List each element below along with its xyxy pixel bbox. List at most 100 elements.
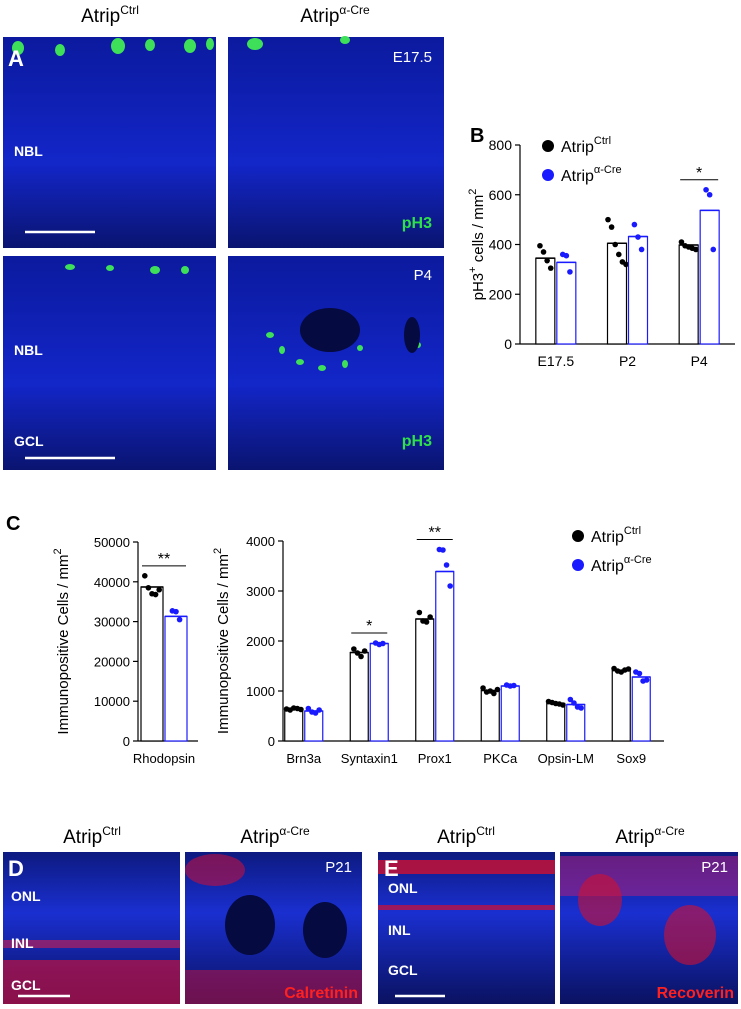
legend-sup: Ctrl <box>594 135 611 147</box>
legend-name: Atrip <box>561 168 594 185</box>
column-title: AtripCtrl <box>81 3 139 27</box>
x-tick-label: Syntaxin1 <box>341 751 398 766</box>
data-point <box>480 685 486 691</box>
data-point <box>563 252 570 259</box>
layer-label: INL <box>388 922 411 938</box>
micrograph <box>228 256 444 470</box>
y-axis-label-part: Immunopositive Cells / mm <box>215 554 232 734</box>
y-axis-label-sup: + <box>467 266 479 272</box>
y-tick-label: 10000 <box>94 694 130 709</box>
layer-label: INL <box>11 935 34 951</box>
bar <box>140 586 164 742</box>
column-title: AtripCtrl <box>437 824 495 848</box>
layer-label: GCL <box>14 433 44 449</box>
bar <box>349 651 369 742</box>
y-axis-label: Immunopositive Cells / mm2 <box>212 548 232 734</box>
x-tick-label: E17.5 <box>538 353 575 369</box>
y-tick-label: 50000 <box>94 535 130 550</box>
data-point <box>361 648 368 654</box>
legend-marker <box>542 169 554 181</box>
data-point <box>567 269 573 275</box>
x-tick-label: Sox9 <box>616 751 646 766</box>
layer-label: NBL <box>14 143 43 159</box>
column-title: Atripα-Cre <box>240 824 310 848</box>
stain-signal <box>578 874 622 926</box>
rosette <box>404 317 420 353</box>
data-point <box>616 251 622 258</box>
data-point <box>567 696 574 703</box>
data-point <box>380 640 386 647</box>
y-tick-label: 0 <box>123 734 130 749</box>
y-tick-label: 30000 <box>94 615 130 630</box>
y-tick-label: 3000 <box>246 584 275 599</box>
panel-e: AtripCtrl Atripα-Cre E P21 ONL INL GCL R… <box>378 824 738 1004</box>
data-point <box>511 682 517 689</box>
data-point <box>173 608 179 615</box>
y-tick-label: 2000 <box>246 634 275 649</box>
data-point <box>710 246 717 253</box>
micrograph <box>228 37 444 248</box>
stage-label: E17.5 <box>393 49 432 66</box>
legend-marker <box>572 530 584 542</box>
x-tick-label: Opsin-LM <box>538 751 594 766</box>
y-axis-label: pH3+ cells / mm2 <box>467 189 487 301</box>
rosette <box>303 902 347 958</box>
x-tick-label: P2 <box>619 353 636 369</box>
data-point <box>491 690 497 697</box>
stain-label: Recoverin <box>657 985 734 1002</box>
y-tick-label: 200 <box>489 286 513 302</box>
rosette <box>225 895 275 955</box>
bar <box>606 242 628 345</box>
legend-name: Atrip <box>591 558 624 575</box>
data-point <box>358 653 364 660</box>
data-point <box>423 619 430 625</box>
y-tick-label: 40000 <box>94 575 130 590</box>
data-point <box>578 705 584 711</box>
data-point <box>706 191 713 198</box>
x-tick-label: PKCa <box>483 751 518 766</box>
bar <box>678 244 699 345</box>
data-point <box>623 261 629 268</box>
bar <box>480 689 500 742</box>
column-title: Atripα-Cre <box>300 3 370 27</box>
data-point <box>638 246 645 253</box>
significance-label: ** <box>429 525 441 542</box>
bar <box>631 676 651 742</box>
legend-label: AtripCtrl <box>561 135 611 156</box>
data-point <box>427 614 433 620</box>
y-axis-label-sup: 2 <box>212 548 224 554</box>
data-point <box>631 221 638 228</box>
legend-marker <box>542 140 554 152</box>
layer-label: NBL <box>14 342 43 358</box>
data-point <box>494 686 501 693</box>
bar <box>304 710 324 742</box>
stain-label: Calretinin <box>284 985 358 1002</box>
data-point <box>635 234 641 240</box>
data-point <box>608 224 615 230</box>
x-tick-label: P4 <box>691 353 708 369</box>
data-point <box>305 705 312 712</box>
data-point <box>351 646 357 652</box>
y-axis-label-part: Immunopositive Cells / mm <box>55 555 72 735</box>
micrograph <box>3 256 216 470</box>
bar <box>415 618 435 742</box>
bar <box>369 642 389 742</box>
bar <box>627 235 649 345</box>
data-point <box>316 707 322 713</box>
panel-a: AtripCtrl Atripα-Cre A E17.5 P4 NBL NBL … <box>3 3 444 470</box>
panel-d: AtripCtrl Atripα-Cre D P21 ONL INL GCL C… <box>3 824 362 1004</box>
legend-name: Atrip <box>561 139 594 156</box>
panel-letter: E <box>384 856 399 881</box>
x-tick-label: Prox1 <box>418 751 452 766</box>
column-title: Atripα-Cre <box>615 824 685 848</box>
bar <box>164 615 188 742</box>
stain-label: pH3 <box>402 215 432 232</box>
data-point <box>142 573 148 579</box>
bar <box>500 685 520 742</box>
y-axis-label-sup: 2 <box>52 548 64 554</box>
y-tick-label: 800 <box>489 137 513 153</box>
bar <box>611 669 631 742</box>
bar <box>535 257 556 345</box>
data-point <box>571 700 577 706</box>
